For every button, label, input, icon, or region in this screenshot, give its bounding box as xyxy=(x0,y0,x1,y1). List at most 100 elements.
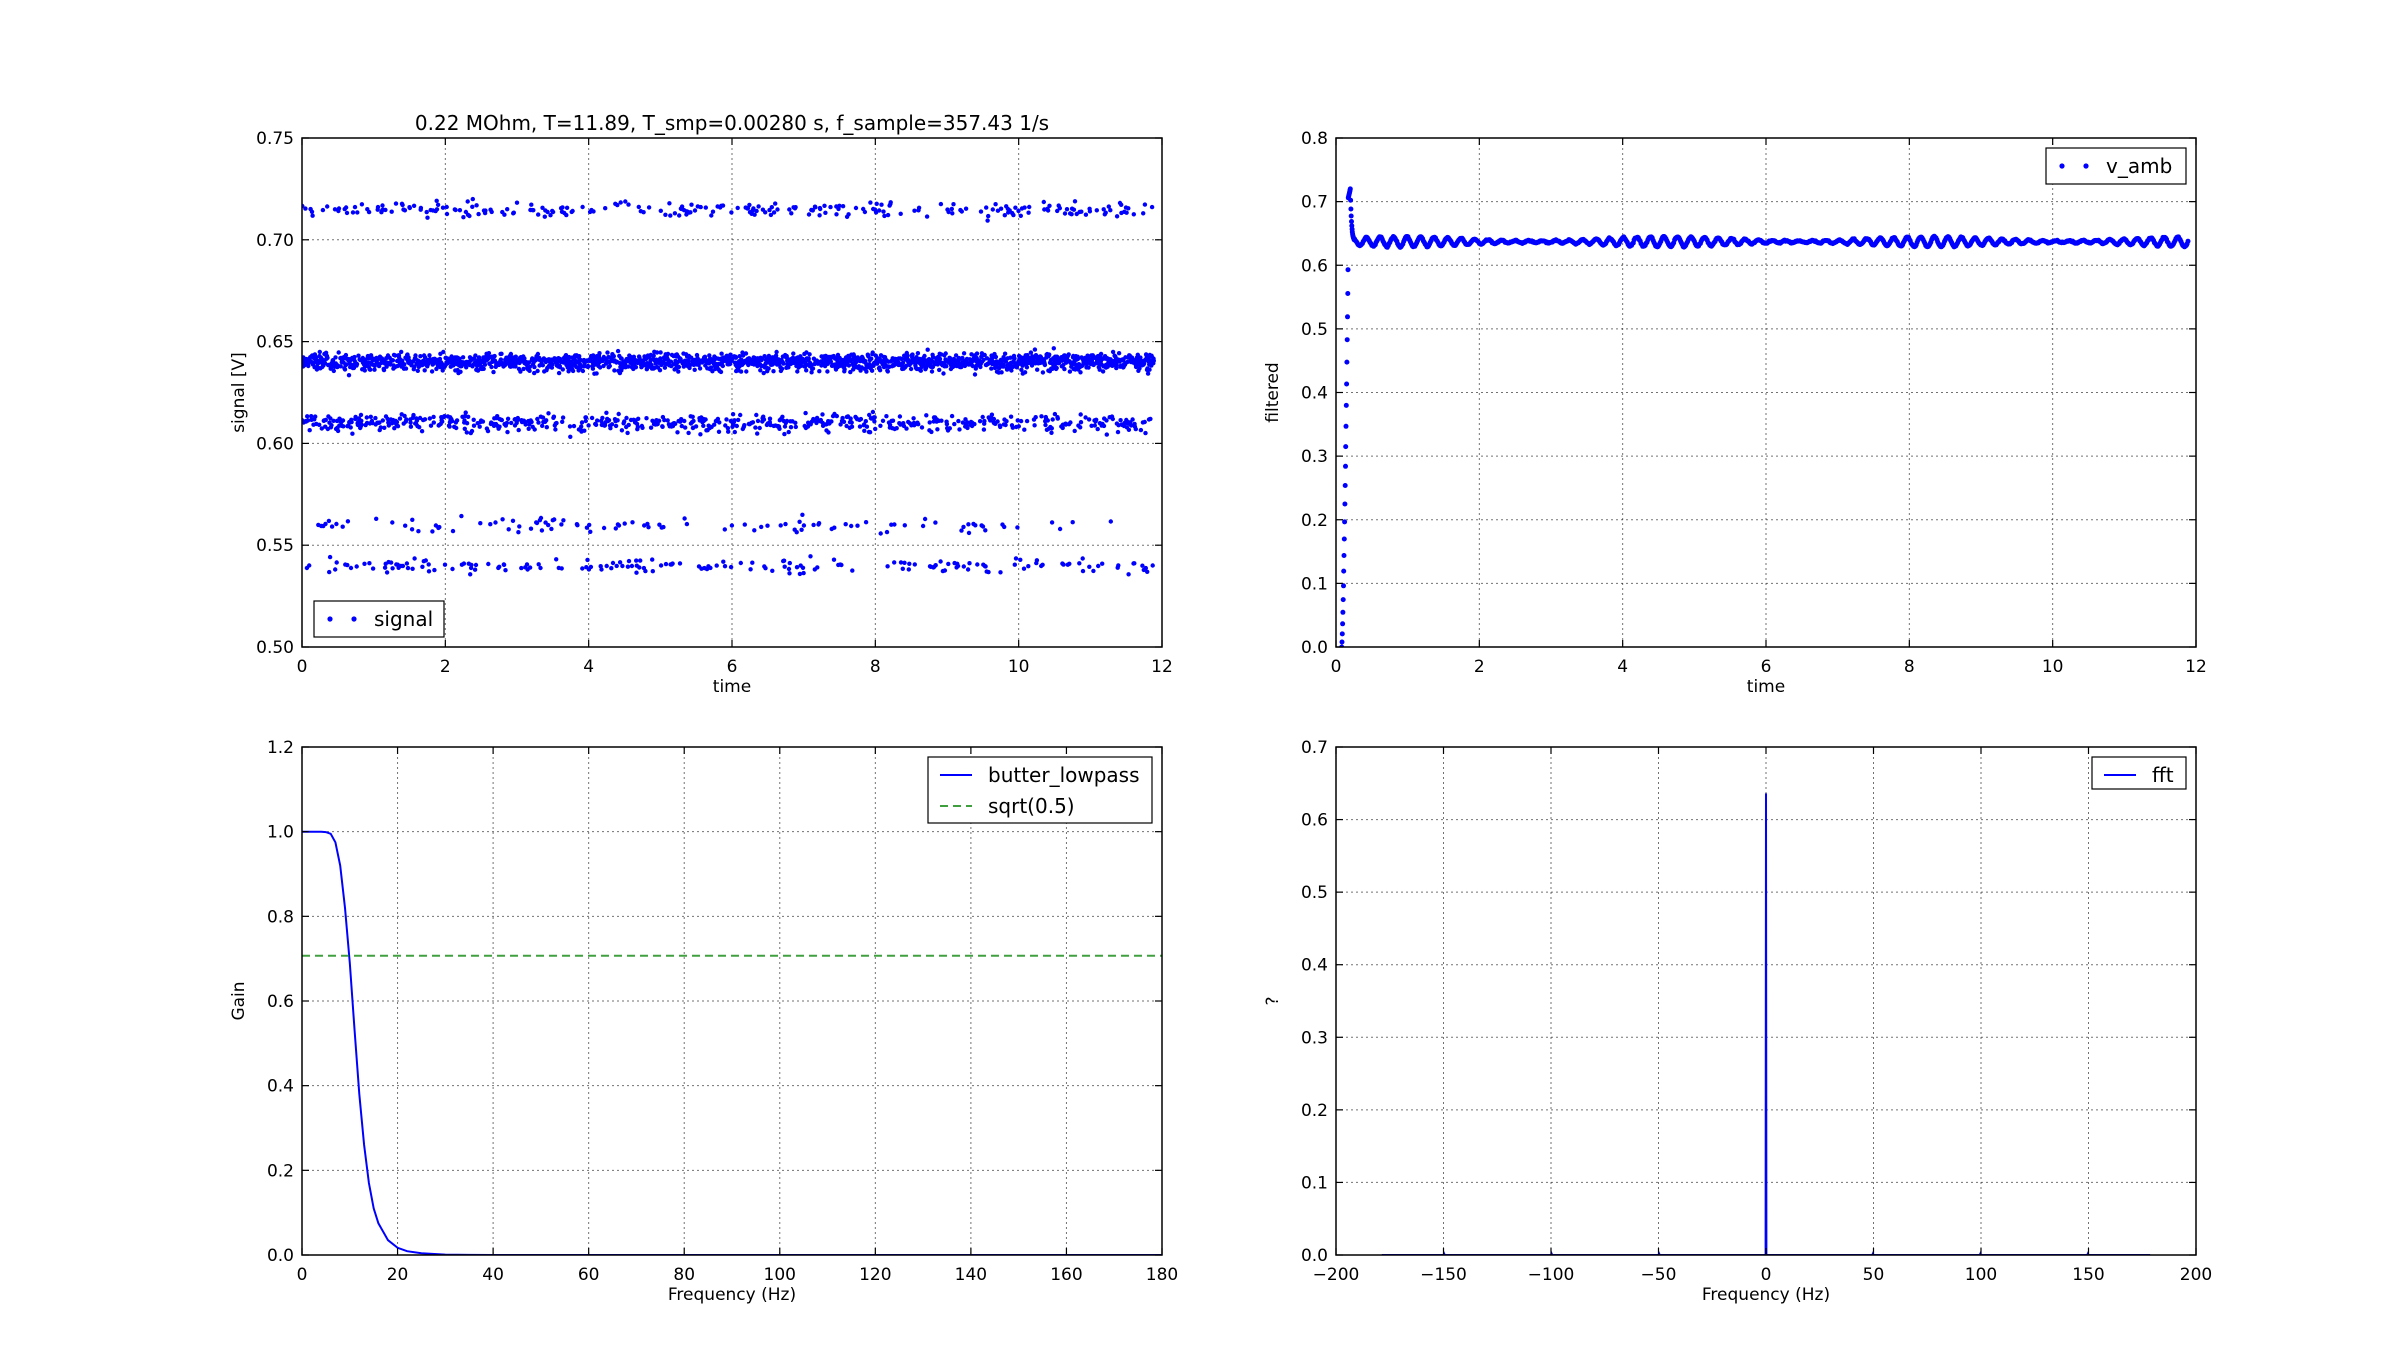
signal-point xyxy=(420,564,425,569)
signal-point xyxy=(981,427,987,432)
y-tick-label: 0.3 xyxy=(1301,447,1328,467)
signal-point xyxy=(626,364,631,369)
signal-point xyxy=(529,202,534,207)
signal-point xyxy=(635,424,641,430)
signal-point xyxy=(908,366,914,372)
signal-point xyxy=(373,415,378,421)
signal-point xyxy=(998,206,1004,211)
x-tick-label: 50 xyxy=(1863,1265,1885,1285)
signal-point xyxy=(801,523,807,528)
signal-point xyxy=(1106,204,1112,209)
signal-point xyxy=(334,560,339,565)
signal-point xyxy=(335,428,341,434)
signal-point xyxy=(544,418,549,423)
signal-point xyxy=(650,557,655,562)
signal-point xyxy=(906,567,911,572)
signal-point xyxy=(554,420,559,426)
signal-point xyxy=(1057,526,1063,532)
signal-point xyxy=(754,208,759,214)
signal-point xyxy=(1100,369,1106,374)
signal-point xyxy=(488,522,493,527)
x-tick-label: 80 xyxy=(673,1265,695,1285)
signal-point xyxy=(604,563,609,569)
signal-point xyxy=(798,363,804,368)
signal-point xyxy=(1021,566,1027,571)
signal-point xyxy=(1051,346,1057,351)
signal-point xyxy=(950,211,955,216)
signal-point xyxy=(589,415,595,421)
signal-point xyxy=(399,349,404,355)
signal-point xyxy=(549,365,555,370)
signal-point xyxy=(900,360,906,365)
signal-point xyxy=(1024,418,1030,424)
signal-point xyxy=(793,424,798,430)
signal-point xyxy=(1003,422,1008,428)
x-tick-label: 8 xyxy=(1904,657,1915,677)
signal-point xyxy=(591,209,596,214)
signal-point xyxy=(1126,206,1131,211)
signal-point xyxy=(416,529,421,534)
signal-point xyxy=(486,561,491,567)
signal-point xyxy=(651,353,656,358)
signal-point xyxy=(1124,210,1129,215)
signal-point xyxy=(745,206,751,211)
signal-point xyxy=(630,520,635,525)
signal-point xyxy=(691,418,696,424)
x-tick-label: 2 xyxy=(1474,657,1485,677)
signal-point xyxy=(1147,367,1152,372)
series-line xyxy=(1381,793,2151,1255)
x-tick-label: 120 xyxy=(859,1265,891,1285)
signal-point xyxy=(1095,426,1100,432)
signal-point xyxy=(428,423,434,428)
filtered-point xyxy=(1349,219,1354,224)
y-tick-label: 0.70 xyxy=(256,231,294,251)
signal-point xyxy=(1049,520,1055,525)
signal-point xyxy=(1148,416,1153,422)
signal-point xyxy=(418,205,424,211)
signal-point xyxy=(1125,359,1130,365)
signal-point xyxy=(374,516,379,521)
series-butter-lowpass xyxy=(302,830,1162,1255)
signal-point xyxy=(769,205,774,210)
signal-point xyxy=(1067,369,1073,374)
signal-point xyxy=(616,523,622,528)
signal-point xyxy=(648,425,654,430)
signal-point xyxy=(1052,411,1058,417)
signal-point xyxy=(551,414,557,419)
signal-point xyxy=(1114,365,1119,371)
signal-point xyxy=(384,570,390,575)
signal-point xyxy=(981,357,986,362)
signal-point xyxy=(683,425,688,430)
signal-point xyxy=(672,211,678,216)
signal-point xyxy=(609,422,615,427)
signal-point xyxy=(402,362,407,367)
signal-point xyxy=(1087,564,1092,569)
signal-point xyxy=(1042,362,1048,368)
signal-point xyxy=(453,207,458,213)
signal-point xyxy=(730,412,736,417)
signal-point xyxy=(511,210,516,215)
signal-point xyxy=(345,562,350,568)
signal-point xyxy=(540,415,546,420)
signal-point xyxy=(434,207,440,212)
signal-point xyxy=(1008,414,1014,419)
y-tick-label: 0.4 xyxy=(1301,956,1328,976)
signal-point xyxy=(362,561,367,566)
signal-point xyxy=(1049,426,1055,431)
signal-point xyxy=(658,356,663,361)
signal-point xyxy=(1075,356,1081,362)
signal-point xyxy=(786,566,792,572)
signal-point xyxy=(863,419,868,424)
y-tick-label: 0.2 xyxy=(267,1161,294,1181)
signal-point xyxy=(390,520,395,525)
signal-point xyxy=(450,566,455,572)
signal-point xyxy=(1142,202,1148,207)
legend-marker xyxy=(2059,163,2065,169)
signal-point xyxy=(960,355,965,361)
signal-point xyxy=(612,368,617,373)
signal-point xyxy=(946,561,951,567)
signal-point xyxy=(343,352,349,358)
signal-point xyxy=(1092,423,1098,428)
signal-point xyxy=(553,427,558,432)
signal-point xyxy=(726,429,731,434)
